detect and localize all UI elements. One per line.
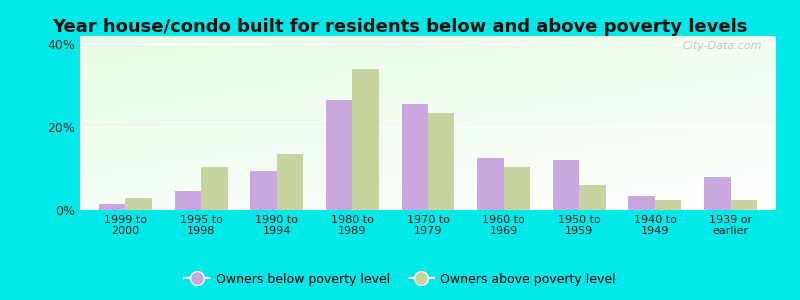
Bar	[477, 158, 504, 210]
Bar	[655, 200, 682, 210]
Bar	[553, 160, 579, 210]
Bar	[402, 104, 428, 210]
Bar	[704, 177, 730, 210]
Text: Year house/condo built for residents below and above poverty levels: Year house/condo built for residents bel…	[52, 18, 748, 36]
Bar	[326, 100, 352, 210]
Bar	[504, 167, 530, 210]
Bar	[201, 167, 227, 210]
Bar	[250, 171, 277, 210]
Bar	[126, 198, 152, 210]
Bar	[174, 191, 201, 210]
Bar	[730, 200, 757, 210]
Bar	[629, 196, 655, 210]
Bar	[352, 69, 379, 210]
Bar	[579, 185, 606, 210]
Bar	[99, 204, 126, 210]
Text: City-Data.com: City-Data.com	[682, 41, 762, 51]
Bar	[428, 112, 454, 210]
Legend: Owners below poverty level, Owners above poverty level: Owners below poverty level, Owners above…	[179, 268, 621, 291]
Bar	[277, 154, 303, 210]
